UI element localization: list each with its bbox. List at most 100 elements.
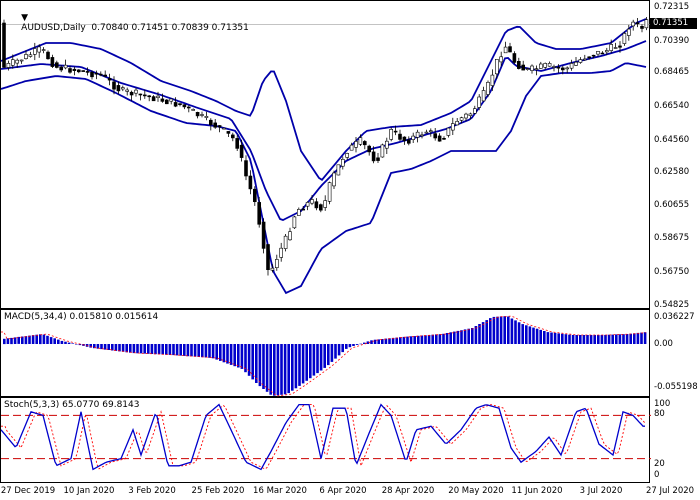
- macd-histogram-bar: [528, 326, 532, 344]
- candle-body: [512, 53, 517, 63]
- macd-histogram-bar: [633, 333, 636, 344]
- candle-body: [428, 130, 433, 132]
- macd-histogram-bar: [478, 324, 481, 344]
- macd-histogram-bar: [305, 344, 308, 381]
- price-chart-canvas[interactable]: [1, 1, 651, 310]
- candle-body: [15, 59, 19, 64]
- macd-histogram-bar: [615, 334, 618, 344]
- macd-histogram-bar: [532, 327, 535, 344]
- macd-histogram-bar: [319, 344, 323, 371]
- macd-histogram-bar: [546, 332, 550, 344]
- candle-body: [244, 160, 248, 177]
- candle-body: [362, 141, 367, 146]
- candle-body: [402, 136, 407, 141]
- macd-histogram-bar: [582, 335, 586, 344]
- candle-body: [6, 62, 11, 68]
- date-axis-label: 3 Jul 2020: [579, 486, 623, 496]
- macd-histogram-bar: [643, 332, 647, 344]
- macd-histogram-bar: [406, 336, 409, 344]
- macd-histogram-bar: [208, 344, 211, 358]
- stoch-axis-label: 80: [654, 409, 665, 419]
- price-axis-label: 0.72315: [654, 2, 690, 12]
- macd-histogram-bar: [561, 333, 564, 344]
- candle-body: [173, 102, 178, 107]
- triangle-down-icon[interactable]: ▼: [21, 13, 29, 23]
- macd-histogram-bar: [435, 334, 438, 344]
- macd-histogram-bar: [636, 332, 640, 344]
- candle-body: [19, 59, 24, 62]
- candle-body: [323, 200, 328, 208]
- candle-body: [415, 131, 420, 138]
- candle-body: [72, 68, 77, 71]
- macd-histogram-bar: [366, 341, 370, 344]
- stoch-signal-line: [1, 404, 646, 470]
- macd-canvas[interactable]: [1, 310, 651, 398]
- macd-histogram-bar: [132, 344, 136, 354]
- candle-body: [134, 89, 138, 94]
- candle-body: [464, 113, 468, 119]
- stoch-canvas[interactable]: [1, 398, 651, 484]
- macd-histogram-bar: [474, 326, 478, 344]
- macd-histogram-bar: [337, 344, 341, 356]
- stoch-pane[interactable]: Stoch(5,3,3) 65.0770 69.8143: [0, 397, 651, 484]
- price-axis-label: 0.70390: [654, 36, 690, 46]
- macd-histogram-bar: [417, 335, 420, 344]
- macd-histogram-bar: [309, 344, 312, 379]
- candle-body: [99, 73, 103, 76]
- macd-histogram-bar: [424, 335, 427, 344]
- candle-body: [147, 95, 151, 98]
- candle-body: [261, 221, 266, 249]
- candle-body: [613, 47, 618, 49]
- candle-body: [525, 68, 530, 70]
- macd-histogram-bar: [341, 344, 344, 353]
- macd-histogram-bar: [129, 344, 132, 353]
- candle-body: [165, 99, 169, 105]
- candle-body: [90, 72, 94, 78]
- macd-histogram-bar: [75, 344, 78, 345]
- macd-histogram-bar: [96, 344, 100, 349]
- macd-histogram-bar: [78, 344, 82, 346]
- date-axis-label: 6 Apr 2020: [319, 486, 367, 496]
- macd-histogram-bar: [247, 344, 251, 376]
- macd-histogram-bar: [89, 344, 92, 348]
- macd-histogram-bar: [507, 316, 510, 344]
- candle-body: [635, 22, 640, 25]
- macd-signal-line: [1, 315, 647, 397]
- macd-histogram-bar: [175, 344, 179, 356]
- macd-histogram-bar: [427, 335, 431, 344]
- macd-pane[interactable]: MACD(5,34,4) 0.015810 0.015614: [0, 309, 650, 397]
- candle-body: [296, 209, 301, 216]
- candle-body: [222, 127, 226, 130]
- candle-body: [604, 50, 609, 53]
- macd-histogram-bar: [611, 334, 614, 344]
- macd-axis-label: 0.00: [654, 339, 673, 349]
- candle-body: [596, 50, 600, 55]
- macd-histogram-bar: [586, 335, 589, 344]
- macd-histogram-bar: [568, 334, 571, 344]
- price-chart-pane[interactable]: ▼ AUDUSD,Daily 0.70840 0.71451 0.70839 0…: [0, 0, 651, 310]
- macd-histogram-bar: [136, 344, 139, 354]
- candle-body: [508, 46, 512, 53]
- candle-body: [239, 144, 244, 158]
- candle-body: [582, 58, 587, 61]
- candle-body: [116, 85, 121, 92]
- price-axis-label: 0.54825: [654, 300, 690, 310]
- macd-histogram-bar: [438, 334, 442, 344]
- macd-histogram-bar: [553, 332, 557, 344]
- macd-histogram-bar: [10, 337, 13, 345]
- candle-body: [327, 182, 332, 202]
- symbol-ohlc-text: AUDUSD,Daily 0.70840 0.71451 0.70839 0.7…: [21, 23, 249, 33]
- date-axis-label: 25 Feb 2020: [191, 486, 245, 496]
- candle-body: [376, 157, 380, 161]
- candle-body: [622, 33, 627, 44]
- macd-histogram-bar: [399, 337, 402, 344]
- macd-histogram-bar: [420, 335, 424, 344]
- macd-histogram-bar: [255, 344, 258, 383]
- candle-body: [442, 138, 446, 140]
- macd-histogram-bar: [31, 335, 35, 344]
- macd-histogram-bar: [334, 344, 337, 359]
- macd-histogram-bar: [186, 344, 190, 357]
- candle-body: [371, 151, 376, 162]
- price-axis-label: 0.66540: [654, 101, 690, 111]
- candle-body: [477, 96, 482, 108]
